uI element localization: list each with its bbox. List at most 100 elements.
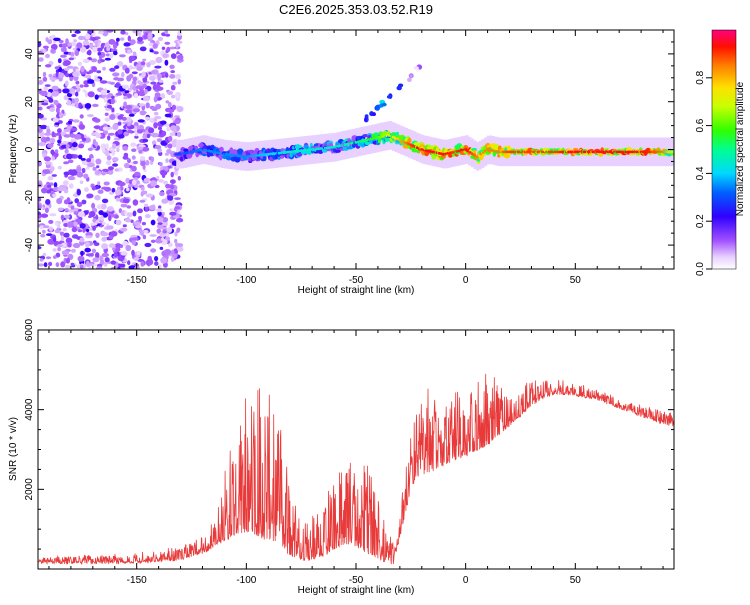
noise-blob — [144, 205, 149, 212]
noise-blob — [125, 109, 133, 114]
noise-blob — [115, 197, 121, 202]
noise-blob — [67, 175, 75, 181]
noise-blob — [144, 214, 151, 219]
noise-blob — [81, 199, 87, 205]
noise-blob — [126, 212, 133, 218]
noise-blob — [116, 77, 125, 82]
noise-blob — [170, 84, 176, 91]
spectrogram-ticks: -150 -100 -50 0 50 -40 -20 0 20 40 — [24, 29, 674, 286]
noise-blob — [141, 71, 146, 78]
ridge-core — [575, 150, 580, 154]
snr-ylabel: SNR (10 * v/v) — [8, 417, 19, 481]
noise-blob — [164, 113, 172, 118]
noise-blob — [64, 208, 69, 212]
ridge-core — [549, 150, 553, 154]
noise-blob — [137, 119, 145, 123]
ridge-core — [617, 150, 621, 154]
noise-blob — [95, 266, 103, 269]
noise-blob — [154, 145, 162, 150]
noise-blob — [175, 91, 181, 99]
noise-blob — [46, 91, 52, 98]
noise-blob — [159, 246, 164, 250]
noise-blob — [63, 232, 70, 238]
ridge-core — [569, 150, 573, 154]
colorbar-tick-label: 0.4 — [695, 166, 706, 180]
noise-blob — [155, 238, 163, 244]
noise-blob — [157, 222, 163, 225]
noise-blob — [159, 162, 163, 167]
noise-blob — [129, 39, 136, 45]
noise-blob — [91, 37, 96, 41]
noise-blob — [90, 58, 98, 63]
noise-blob — [140, 160, 146, 167]
noise-blob — [166, 227, 173, 233]
noise-blob — [104, 117, 111, 122]
noise-blob — [141, 221, 146, 226]
ridge-core — [174, 152, 178, 156]
figure-title: C2E6.2025.353.03.52.R19 — [279, 2, 433, 17]
noise-blob — [101, 221, 106, 225]
y-tick-label: 2000 — [24, 478, 35, 501]
noise-blob — [150, 239, 156, 243]
noise-blob — [158, 134, 165, 138]
noise-blob — [70, 138, 76, 142]
ridge-blob — [448, 153, 453, 158]
noise-blob — [113, 50, 118, 56]
noise-blob — [72, 71, 80, 77]
noise-blob — [75, 80, 80, 85]
branch-blob — [364, 117, 368, 123]
noise-blob — [101, 203, 107, 210]
noise-blob — [154, 65, 162, 69]
noise-blob — [63, 51, 70, 55]
noise-blob — [63, 67, 70, 71]
noise-blob — [147, 32, 153, 39]
noise-blob — [87, 147, 93, 151]
ridge-core — [626, 150, 630, 154]
noise-blob — [155, 103, 162, 110]
noise-blob — [52, 193, 57, 198]
noise-blob — [78, 154, 83, 160]
noise-blob — [133, 93, 139, 99]
noise-blob — [74, 49, 80, 57]
noise-blob — [38, 160, 42, 167]
noise-blob — [57, 58, 62, 64]
noise-blob — [82, 89, 87, 93]
noise-blob — [86, 260, 90, 268]
noise-blob — [63, 215, 70, 219]
noise-blob — [96, 70, 102, 74]
noise-blob — [94, 141, 99, 147]
ridge-core — [586, 150, 591, 154]
noise-blob — [77, 255, 85, 262]
noise-blob — [38, 246, 42, 250]
noise-blob — [86, 193, 94, 199]
noise-blob — [176, 54, 184, 60]
noise-blob — [94, 78, 101, 82]
noise-blob — [139, 156, 146, 161]
noise-blob — [100, 215, 104, 222]
noise-blob — [131, 165, 137, 172]
ridge-core — [663, 150, 667, 154]
noise-blob — [101, 236, 107, 242]
ridge-core — [567, 150, 571, 154]
ridge-blob — [303, 144, 309, 149]
noise-blob — [177, 246, 184, 252]
noise-blob — [97, 181, 101, 186]
noise-blob — [156, 175, 160, 180]
noise-blob — [50, 48, 55, 53]
noise-blob — [47, 39, 53, 45]
noise-blob — [44, 84, 51, 87]
noise-blob — [53, 99, 59, 106]
noise-blob — [148, 42, 154, 47]
noise-blob — [104, 57, 112, 61]
ridge-core — [536, 150, 540, 154]
noise-blob — [146, 133, 151, 139]
noise-blob — [162, 166, 169, 172]
noise-blob — [43, 86, 49, 92]
noise-blob — [120, 30, 126, 35]
noise-blob — [119, 37, 125, 41]
noise-blob — [87, 162, 95, 168]
noise-blob — [48, 73, 53, 78]
y-tick-label: 4000 — [24, 398, 35, 421]
noise-blob — [49, 77, 57, 81]
